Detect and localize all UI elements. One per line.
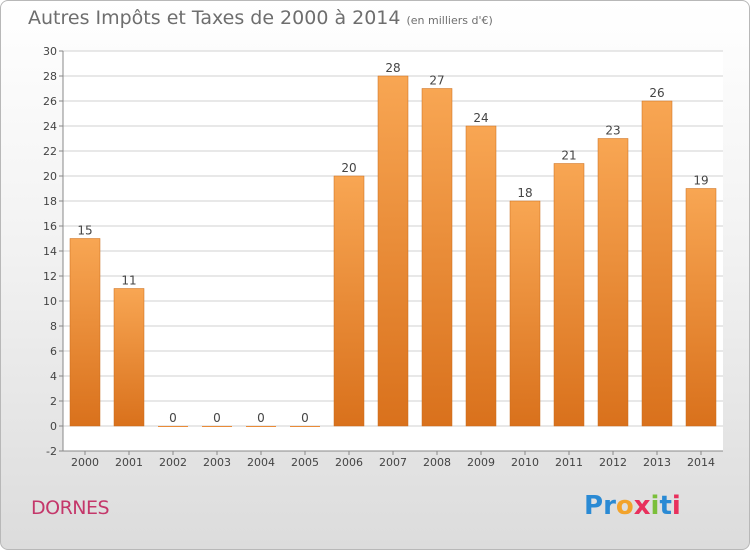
- bar: [641, 100, 673, 427]
- logo-letter: t: [659, 491, 672, 521]
- x-tick-label: 2013: [643, 456, 671, 469]
- data-label: 15: [77, 224, 92, 238]
- bar: [69, 238, 101, 427]
- logo-letter: o: [615, 491, 634, 521]
- y-tick-label: 24: [43, 120, 57, 133]
- bar: [333, 175, 365, 427]
- data-label: 26: [649, 86, 664, 100]
- x-tick-label: 2007: [379, 456, 407, 469]
- x-tick-label: 2011: [555, 456, 583, 469]
- logo-letter: x: [633, 491, 651, 521]
- data-label: 0: [169, 411, 177, 425]
- x-tick-label: 2001: [115, 456, 143, 469]
- data-label: 20: [341, 161, 356, 175]
- x-tick-label: 2003: [203, 456, 231, 469]
- title-text: Autres Impôts et Taxes de 2000 à 2014: [28, 7, 401, 29]
- proxiti-logo: Proxiti: [584, 491, 681, 521]
- place-name: DORNES: [31, 497, 110, 519]
- y-tick-label: -2: [46, 445, 57, 458]
- logo-letter: P: [584, 491, 604, 521]
- bar: [202, 426, 232, 427]
- bar: [509, 200, 541, 427]
- bar: [685, 188, 717, 427]
- bar: [465, 125, 497, 427]
- logo-letter: r: [603, 491, 616, 521]
- x-tick-label: 2005: [291, 456, 319, 469]
- y-tick-label: 22: [43, 145, 57, 158]
- data-label: 19: [693, 174, 708, 188]
- logo-letter: i: [671, 491, 681, 521]
- x-tick-label: 2010: [511, 456, 539, 469]
- y-tick-label: 28: [43, 70, 57, 83]
- y-tick-label: 10: [43, 295, 57, 308]
- y-tick-label: 18: [43, 195, 57, 208]
- bar: [421, 88, 453, 427]
- data-label: 11: [121, 274, 136, 288]
- bar: [158, 426, 188, 427]
- data-label: 28: [385, 61, 400, 75]
- chart-title: Autres Impôts et Taxes de 2000 à 2014 (en…: [28, 7, 493, 29]
- x-tick-label: 2002: [159, 456, 187, 469]
- data-label: 21: [561, 149, 576, 163]
- bar: [246, 426, 276, 427]
- y-tick-label: 14: [43, 245, 57, 258]
- x-tick-label: 2008: [423, 456, 451, 469]
- bar: [377, 75, 409, 427]
- y-tick-label: 0: [50, 420, 57, 433]
- data-label: 23: [605, 124, 620, 138]
- x-tick-label: 2009: [467, 456, 495, 469]
- x-tick-label: 2006: [335, 456, 363, 469]
- x-tick-label: 2004: [247, 456, 275, 469]
- data-label: 0: [257, 411, 265, 425]
- y-tick-label: 2: [50, 395, 57, 408]
- data-label: 18: [517, 186, 532, 200]
- data-label: 0: [301, 411, 309, 425]
- x-tick-label: 2012: [599, 456, 627, 469]
- y-tick-label: 30: [43, 45, 57, 58]
- logo-letter: i: [650, 491, 660, 521]
- bar: [290, 426, 320, 427]
- x-tick-label: 2014: [687, 456, 715, 469]
- data-label: 24: [473, 111, 488, 125]
- bar: [113, 288, 145, 427]
- y-tick-label: 12: [43, 270, 57, 283]
- y-tick-label: 16: [43, 220, 57, 233]
- y-tick-label: 26: [43, 95, 57, 108]
- x-tick-label: 2000: [71, 456, 99, 469]
- y-tick-label: 4: [50, 370, 57, 383]
- data-label: 27: [429, 74, 444, 88]
- data-label: 0: [213, 411, 221, 425]
- bar: [553, 163, 585, 427]
- y-tick-label: 20: [43, 170, 57, 183]
- chart-subtitle: (en milliers d'€): [406, 14, 493, 27]
- y-tick-label: 8: [50, 320, 57, 333]
- y-tick-label: 6: [50, 345, 57, 358]
- bar: [597, 138, 629, 427]
